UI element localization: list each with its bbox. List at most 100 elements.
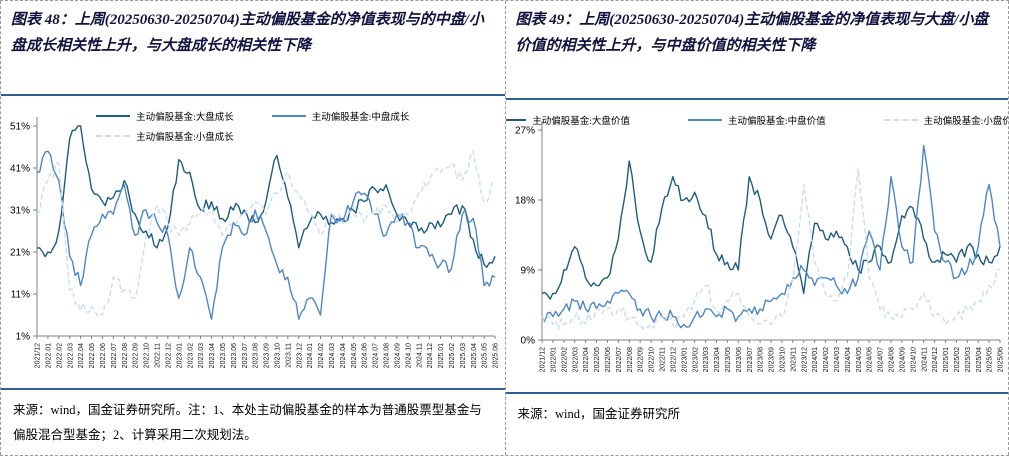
x-tick-label: 2023/01 xyxy=(681,347,688,372)
figure-49-panel: 图表 49：上周(20250630-20250704)主动偏股基金的净值表现与大… xyxy=(504,1,1009,455)
x-tick-label: 2025.01 xyxy=(438,343,445,368)
x-tick-label: 2024.12 xyxy=(427,343,434,368)
x-tick-label: 2021/12 xyxy=(35,343,42,368)
y-tick-label: 31% xyxy=(10,206,30,217)
y-tick-label: 9% xyxy=(520,266,535,277)
x-tick-label: 2022.08 xyxy=(122,343,129,368)
x-tick-label: 2023/06 xyxy=(735,347,742,372)
x-tick-label: 2023/02 xyxy=(692,347,699,372)
x-tick-label: 2022/08 xyxy=(626,347,633,372)
x-tick-label: 2022.09 xyxy=(133,343,140,368)
y-tick-label: 21% xyxy=(10,248,30,259)
x-tick-label: 2022/05 xyxy=(594,347,601,372)
x-tick-label: 2022/11 xyxy=(659,347,666,372)
x-tick-label: 2024/07 xyxy=(877,347,884,372)
x-tick-label: 2024.10 xyxy=(405,343,412,368)
series-line xyxy=(36,150,496,317)
x-tick-label: 2023/12 xyxy=(801,347,808,372)
x-tick-label: 2023.10 xyxy=(275,343,282,368)
figure-48-line-chart: 1% 11% 21% 31% 41% 51% 2021/12 2022.01 2022.02 20… xyxy=(10,117,500,369)
x-tick-label: 2023.08 xyxy=(253,343,260,368)
series-line xyxy=(541,160,1001,300)
x-tick-label: 2025.04 xyxy=(471,343,478,368)
x-tick-label: 2024/06 xyxy=(866,347,873,372)
x-tick-label: 2023.11 xyxy=(285,343,292,368)
series-line xyxy=(540,144,1001,329)
x-tick-label: 2023/05 xyxy=(724,347,731,372)
x-tick-label: 2023.05 xyxy=(220,343,227,368)
x-tick-label: 2024.11 xyxy=(416,343,423,368)
y-tick-label: 1% xyxy=(16,332,31,343)
x-tick-label: 2023.04 xyxy=(209,343,216,368)
x-tick-label: 2023/08 xyxy=(757,347,764,372)
y-tick-label: 27% xyxy=(514,126,534,137)
x-tick-label: 2022/04 xyxy=(583,347,590,372)
x-tick-label: 2024/05 xyxy=(855,347,862,372)
figure-49-line-chart: 0% 9% 18% 27% 2021/12 2022/01 2022/02 2022/03 20… xyxy=(514,121,1004,372)
x-tick-label: 2023.09 xyxy=(264,343,271,368)
x-tick-label: 2024/09 xyxy=(899,347,906,372)
x-tick-label: 2024.04 xyxy=(340,343,347,368)
x-tick-label: 2022.12 xyxy=(165,343,172,368)
x-tick-label: 2025/02 xyxy=(953,347,960,372)
x-tick-label: 2025/01 xyxy=(943,347,950,372)
y-tick-label: 18% xyxy=(514,196,534,207)
figure-48-panel: 图表 48：上周(20250630-20250704)主动偏股基金的净值表现与的… xyxy=(0,1,505,455)
x-tick-label: 2024.07 xyxy=(373,343,380,368)
x-tick-label: 2022.10 xyxy=(144,343,151,368)
x-tick-label: 2025.06 xyxy=(493,343,500,368)
y-tick-label: 11% xyxy=(11,290,30,301)
x-tick-label: 2022/07 xyxy=(615,347,622,372)
x-tick-label: 2022.05 xyxy=(89,343,96,368)
x-tick-label: 2022.06 xyxy=(100,343,107,368)
x-tick-label: 2022.04 xyxy=(78,343,85,368)
x-tick-label: 2024/11 xyxy=(921,347,928,372)
x-tick-label: 2022.01 xyxy=(46,343,53,368)
figure-48-title: 图表 48：上周(20250630-20250704)主动偏股基金的净值表现与的… xyxy=(1,1,505,97)
x-tick-label: 2025/04 xyxy=(975,347,982,372)
figure-48-chart-area: 1% 11% 21% 31% 41% 51% 2021/12 2022.01 2022.02 20… xyxy=(1,96,505,388)
x-tick-label: 2025.05 xyxy=(482,343,489,368)
x-tick-label: 2023/04 xyxy=(714,347,721,372)
x-tick-label: 2021/12 xyxy=(539,347,546,372)
x-tick-label: 2023.06 xyxy=(231,343,238,368)
x-tick-label: 2024.09 xyxy=(394,343,401,368)
x-tick-label: 2025.03 xyxy=(460,343,467,368)
y-tick-label: 41% xyxy=(10,164,30,175)
x-tick-label: 2024/08 xyxy=(888,347,895,372)
x-tick-label: 2025/03 xyxy=(964,347,971,372)
x-tick-label: 2024/03 xyxy=(834,347,841,372)
figure-49-chart-area: 0% 9% 18% 27% 2021/12 2022/01 2022/02 2022/03 20… xyxy=(505,100,1008,392)
x-tick-label: 2022/09 xyxy=(637,347,644,372)
x-tick-label: 2022.07 xyxy=(111,343,118,368)
series-line xyxy=(36,150,496,321)
x-tick-label: 2023/09 xyxy=(768,347,775,372)
x-tick-label: 2025.02 xyxy=(449,343,456,368)
x-tick-label: 2024.05 xyxy=(351,343,358,368)
x-tick-label: 2023/03 xyxy=(703,347,710,372)
x-tick-label: 2024.01 xyxy=(307,343,314,368)
x-tick-label: 2022/03 xyxy=(572,347,579,372)
x-tick-label: 2024.02 xyxy=(318,343,325,368)
x-tick-label: 2023/10 xyxy=(779,347,786,372)
x-tick-label: 2024/10 xyxy=(910,347,917,372)
x-tick-label: 2022.03 xyxy=(67,343,74,368)
x-tick-label: 2023.07 xyxy=(242,343,249,368)
series-line xyxy=(540,168,1000,331)
figure-49-title: 图表 49：上周(20250630-20250704)主动偏股基金的净值表现与大… xyxy=(505,1,1008,100)
x-tick-label: 2023.02 xyxy=(187,343,194,368)
x-tick-label: 2023/07 xyxy=(746,347,753,372)
x-tick-label: 2024.06 xyxy=(362,343,369,368)
series-line xyxy=(36,125,496,269)
x-tick-label: 2024/02 xyxy=(823,347,830,372)
x-tick-label: 2022/01 xyxy=(550,347,557,372)
x-tick-label: 2024/04 xyxy=(844,347,851,372)
x-tick-label: 2022.02 xyxy=(56,343,63,368)
x-tick-label: 2024/01 xyxy=(812,347,819,372)
x-tick-label: 2024/12 xyxy=(932,347,939,372)
x-tick-label: 2022.11 xyxy=(155,343,162,368)
x-tick-label: 2022/02 xyxy=(561,347,568,372)
x-tick-label: 2024.03 xyxy=(329,343,336,368)
x-tick-label: 2022/10 xyxy=(648,347,655,372)
